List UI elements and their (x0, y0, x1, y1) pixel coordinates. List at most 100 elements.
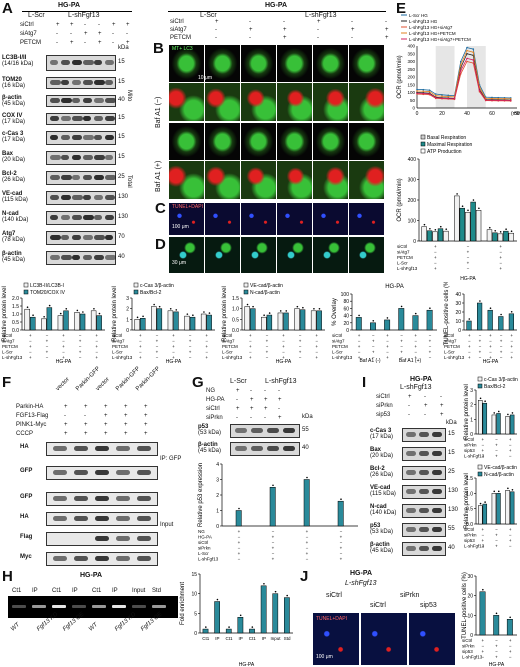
panel-b-row-sign: + (283, 27, 287, 33)
y-tick-label: 200 (408, 198, 417, 204)
row-sign: + (29, 344, 32, 349)
bar (206, 314, 212, 331)
panel-g-group-2: L-shFgf13 (265, 378, 297, 385)
series-point (453, 97, 456, 100)
y-tick-label: 10 (455, 319, 461, 325)
bar (74, 312, 80, 331)
data-point (205, 626, 207, 628)
bar (63, 310, 69, 331)
panel-f-row-sign: + (104, 422, 108, 428)
panel-i-row-label: sip53 (376, 412, 391, 418)
row-label: siPrkn (198, 546, 211, 551)
panel-h-fold-chart: 0 5 10 15 Fold enrichment Ct1 IP Ct1 IP Ct1 IP Inpu… (180, 572, 293, 667)
row-sign: + (79, 339, 82, 344)
row-sign: + (95, 355, 98, 360)
y-tick-label: 1 (216, 509, 219, 515)
y-tick-label: 0.5 (12, 320, 19, 326)
y-axis-label: Relative protein level (464, 384, 470, 440)
x-tick-label: Ct1 (249, 636, 257, 641)
bar (421, 226, 427, 242)
tunel-tile (276, 202, 313, 236)
row-sign: − (79, 355, 82, 360)
panel-g-row-label: siCtrl (206, 406, 220, 412)
micrograph-tile (240, 122, 277, 161)
row-label: L-Scr (222, 350, 233, 355)
row-sign: − (482, 644, 485, 649)
blot-kda: 25 (448, 469, 455, 475)
y-axis-label: Fold enrichment (180, 582, 186, 625)
row-sign: − (139, 339, 142, 344)
blot-band (137, 446, 151, 451)
gel-band (92, 605, 106, 608)
blot-band (94, 255, 104, 260)
y-tick-label: 10 (191, 592, 197, 598)
blot-band (235, 428, 247, 433)
blot-label: β-actin (2, 95, 22, 101)
blot-band (105, 235, 113, 240)
row-label: L-shFgf13 (444, 355, 465, 360)
panel-g-row-sign: + (278, 397, 282, 403)
data-point (76, 309, 79, 312)
row-sign: − (46, 344, 49, 349)
panel-i-row-sign: - (424, 412, 426, 418)
blot-band (74, 446, 88, 451)
y-tick-label: 400 (407, 44, 415, 49)
row2-chart-vecad: 0.0 0.5 1.0 1.5 Relative protein level VE-cad… (222, 282, 325, 364)
legend-label: L-shFgf13 HG+siAtg7 (409, 25, 453, 30)
row-label: siCtrl (332, 333, 342, 338)
blot-band (94, 116, 103, 121)
data-point (252, 305, 254, 308)
panel-d-scale: 30 μm (172, 260, 186, 266)
panel-f-row-sign: + (144, 431, 148, 437)
micrograph-tile (312, 82, 349, 122)
panel-label-d: D (155, 236, 166, 253)
blot-band (406, 432, 416, 437)
blot-membrane (46, 171, 116, 185)
data-point (246, 303, 249, 306)
micrograph-tile (276, 122, 313, 161)
row-sign: + (189, 339, 192, 344)
panel-a-row-sign: + (70, 22, 74, 28)
panel-j-title: HG-PA (350, 570, 373, 577)
panel-b-row-sign: - (351, 35, 353, 41)
series-point (466, 60, 468, 63)
legend-swatch (133, 282, 139, 288)
blot-band (53, 556, 67, 561)
legend-swatch (243, 282, 249, 288)
row2-chart-tunel: 0 10 20 30 40 TUNEL-positive cells (%)siCtrl +… (444, 282, 517, 364)
blot-kda: 40 (302, 445, 309, 451)
series-point (459, 70, 462, 72)
gel-group-label: WT (88, 622, 100, 633)
row-sign: − (500, 355, 503, 360)
panel-f-row-sign: + (84, 404, 88, 410)
blot-membrane (46, 211, 116, 225)
blot-kda: 15 (118, 115, 125, 121)
bar (503, 230, 509, 242)
panel-f-row-sign: + (124, 431, 128, 437)
blot-label: Myc (20, 554, 32, 560)
panel-i-row-sign: - (408, 403, 410, 409)
blot-membrane (230, 442, 300, 456)
panel-b-scale: 10 μm (198, 75, 212, 81)
row-sign: − (272, 540, 275, 545)
legend-label: L-Scr HG (409, 13, 428, 18)
row-sign: − (139, 350, 142, 355)
data-point (434, 228, 437, 231)
bar (250, 308, 256, 331)
row-sign: + (499, 244, 502, 249)
y-axis-label: TUNEL-positive cells (%) (462, 572, 468, 639)
bar (184, 315, 190, 331)
legend-swatch (23, 282, 29, 288)
blot-kda: 15 (118, 59, 125, 65)
series-point (422, 92, 425, 95)
row-sign: − (205, 350, 208, 355)
group-label: Baf A1 (+) (399, 358, 422, 364)
bar (370, 322, 376, 331)
panel-g-row-label: NG (206, 388, 215, 394)
gel-lane-label: Ct1 (92, 588, 102, 594)
panel-b-row-label: siCtrl (170, 19, 184, 25)
blot-membrane (46, 113, 116, 125)
blot-band (61, 195, 71, 200)
data-point (509, 616, 511, 619)
series-point (416, 88, 418, 91)
